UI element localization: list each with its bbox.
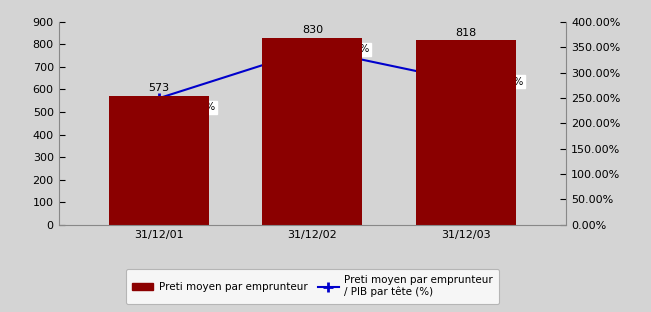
- Bar: [262, 38, 363, 225]
- Text: 573: 573: [148, 83, 169, 93]
- Bar: [417, 40, 516, 225]
- Text: 249.20%: 249.20%: [169, 102, 215, 112]
- Text: 830: 830: [302, 25, 323, 35]
- Text: 282.18%: 282.18%: [477, 76, 523, 86]
- Legend: Preti moyen par emprunteur, Preti moyen par emprunteur
/ PIB par tête (%): Preti moyen par emprunteur, Preti moyen …: [126, 269, 499, 304]
- Text: 345.99%: 345.99%: [324, 44, 370, 54]
- Bar: [109, 95, 208, 225]
- Text: 818: 818: [456, 28, 477, 38]
